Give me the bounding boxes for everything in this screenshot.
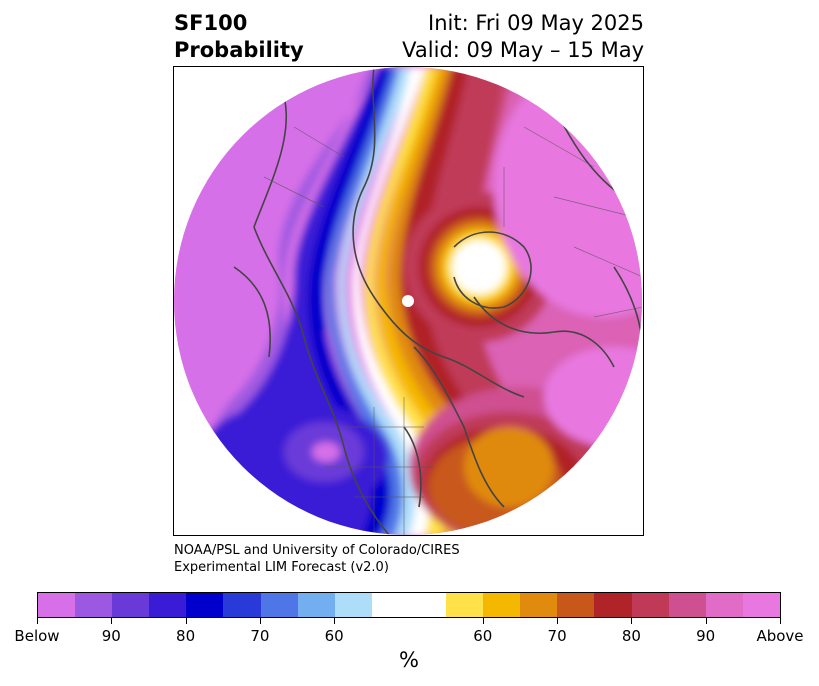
credit-text: NOAA/PSL and University of Colorado/CIRE… (174, 542, 460, 576)
colorbar-segment (112, 593, 150, 617)
colorbar-segment (297, 593, 335, 617)
colorbar-tick-label: 80 (621, 627, 641, 645)
colorbar-segment (705, 593, 743, 617)
anomaly-field (174, 67, 642, 535)
colorbar-tick (780, 618, 781, 624)
colorbar-tick (631, 618, 633, 624)
colorbar-tick (37, 618, 38, 624)
credit-line-1: NOAA/PSL and University of Colorado/CIRE… (174, 543, 460, 558)
credit-line-2: Experimental LIM Forecast (v2.0) (174, 560, 389, 575)
colorbar-tick (557, 618, 559, 624)
colorbar (37, 592, 781, 618)
colorbar-segment (520, 593, 558, 617)
colorbar-tick-label: Above (756, 627, 804, 645)
colorbar-segment (557, 593, 595, 617)
title-variable: SF100 (174, 11, 248, 35)
colorbar-tick (482, 618, 484, 624)
colorbar-tick-label: 60 (473, 627, 493, 645)
colorbar-unit-label: % (399, 648, 419, 672)
colorbar-segment (742, 593, 780, 617)
colorbar-tick (334, 618, 336, 624)
colorbar-tick-label: 80 (176, 627, 196, 645)
colorbar-tick-label: 90 (696, 627, 716, 645)
colorbar-tick-label: Below (14, 627, 60, 645)
colorbar-segment (186, 593, 224, 617)
colorbar-segment (334, 593, 372, 617)
colorbar-segment (446, 593, 484, 617)
colorbar-segment (75, 593, 113, 617)
colorbar-tick-label: 70 (547, 627, 567, 645)
title-quantity: Probability (174, 38, 304, 62)
colorbar-tick (259, 618, 261, 624)
borders (263, 126, 642, 535)
colorbar-tick-label: 60 (324, 627, 344, 645)
colorbar-tick (185, 618, 187, 624)
colorbar-tick (705, 618, 707, 624)
colorbar-tick-label: 70 (250, 627, 270, 645)
colorbar-tick (111, 618, 113, 624)
map-panel (173, 66, 644, 536)
valid-range: Valid: 09 May – 15 May (402, 38, 644, 62)
colorbar-tick-label: 90 (101, 627, 121, 645)
colorbar-segment (483, 593, 521, 617)
colorbar-segment (668, 593, 706, 617)
colorbar-segment (149, 593, 187, 617)
chart-title: SF100 Probability (174, 10, 304, 64)
colorbar-segment (631, 593, 669, 617)
colorbar-segment (594, 593, 632, 617)
forecast-dates: Init: Fri 09 May 2025 Valid: 09 May – 15… (402, 10, 644, 64)
north-pole-marker (402, 295, 414, 307)
colorbar-segment (223, 593, 261, 617)
colorbar-segment (38, 593, 76, 617)
colorbar-segment (260, 593, 298, 617)
probability-map (174, 67, 642, 535)
colorbar-segment (371, 593, 447, 617)
init-date: Init: Fri 09 May 2025 (428, 11, 644, 35)
